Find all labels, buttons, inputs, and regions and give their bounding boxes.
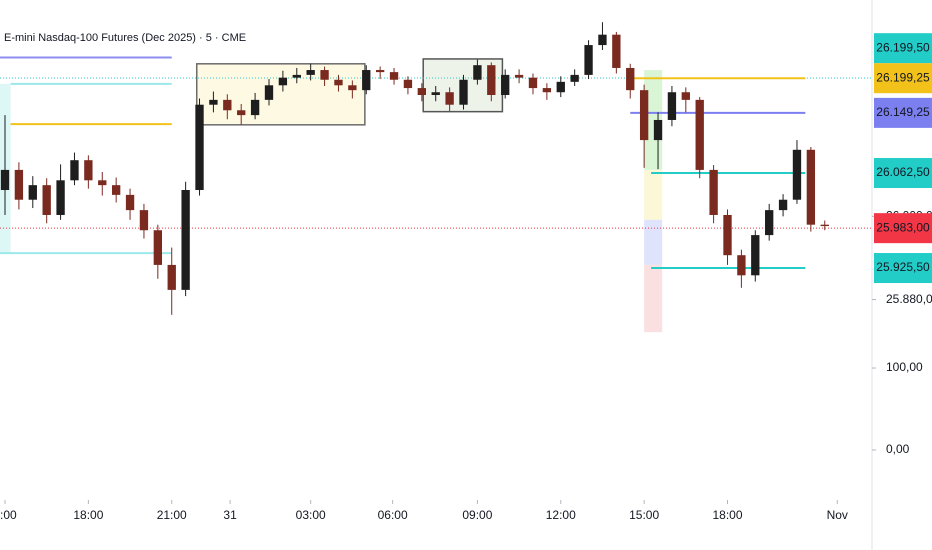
candle-body xyxy=(264,85,274,100)
price-badge xyxy=(874,97,932,128)
candle-body xyxy=(362,70,371,91)
candle-body xyxy=(389,72,399,80)
candle-body xyxy=(653,119,663,141)
candle-body xyxy=(209,99,218,105)
candle-body xyxy=(473,65,482,80)
y2-tick-label: 100,00 xyxy=(886,360,923,374)
candle-body xyxy=(278,77,288,86)
candle-body xyxy=(56,180,65,215)
x-tick-label: 12:00 xyxy=(546,508,576,522)
zone xyxy=(644,264,663,333)
y-tick-label: 25.880,00 xyxy=(886,292,932,306)
candle-body xyxy=(542,88,552,93)
candle-body xyxy=(459,79,468,105)
zone xyxy=(644,169,663,220)
x-tick-label: 06:00 xyxy=(378,508,408,522)
candle-body xyxy=(598,34,607,46)
candle-body xyxy=(570,74,579,82)
candle-body xyxy=(806,149,816,225)
x-tick-label: 18:00 xyxy=(712,508,742,522)
candle-body xyxy=(417,88,426,96)
x-tick-label: 18:00 xyxy=(73,508,103,522)
x-tick-label: 31 xyxy=(223,508,237,522)
candle-body xyxy=(667,92,677,120)
candle-body xyxy=(98,180,107,186)
candle-body xyxy=(111,185,121,195)
candle-body xyxy=(626,67,635,91)
x-tick-label: 03:00 xyxy=(296,508,326,522)
candle-body xyxy=(792,149,802,200)
candle-body xyxy=(751,235,760,276)
price-badge xyxy=(874,158,932,189)
candle-body xyxy=(737,255,746,276)
candle-body xyxy=(348,85,357,91)
candle-body xyxy=(514,74,524,78)
candle-body xyxy=(181,190,190,290)
candle-body xyxy=(765,210,774,236)
candle-body xyxy=(306,70,315,75)
candle-body xyxy=(14,169,24,200)
candle-body xyxy=(820,224,829,227)
candle-body xyxy=(292,74,301,78)
candle-body xyxy=(334,79,343,86)
candle-body xyxy=(487,65,496,96)
candle-body xyxy=(28,185,37,200)
x-tick-label: 15:00 xyxy=(629,508,659,522)
plot-area xyxy=(0,22,872,333)
price-badge xyxy=(874,63,932,94)
candle-body xyxy=(695,99,704,170)
candle-body xyxy=(195,104,204,191)
zone xyxy=(195,63,366,126)
candle-body xyxy=(403,79,413,89)
candle-body xyxy=(528,77,538,89)
candle-body xyxy=(431,92,440,96)
candle-body xyxy=(153,230,163,265)
price-badge-label: 26.199,50 xyxy=(876,40,930,54)
x-tick-label: Nov xyxy=(827,508,848,522)
candle-body xyxy=(445,92,454,105)
price-badge xyxy=(874,213,932,244)
candle-body xyxy=(250,99,260,116)
x-tick-label: 5:00 xyxy=(0,508,17,522)
price-badge-label: 25.983,00 xyxy=(876,220,930,234)
price-badge xyxy=(874,33,932,64)
candle-body xyxy=(125,194,135,211)
candle-body xyxy=(556,81,565,93)
chart-title: E-mini Nasdaq-100 Futures (Dec 2025) · 5… xyxy=(4,32,246,44)
candle-body xyxy=(709,169,718,215)
zone xyxy=(644,219,663,265)
candle-body xyxy=(0,169,10,191)
candle-body xyxy=(70,160,79,181)
price-badge-label: 26.149,25 xyxy=(876,105,930,119)
candle-body xyxy=(167,264,176,290)
candle-body xyxy=(139,210,149,231)
price-badge-label: 26.199,25 xyxy=(876,70,930,84)
candle-body xyxy=(639,90,649,141)
price-badge xyxy=(874,253,932,284)
candle-body xyxy=(723,214,732,256)
candle-body xyxy=(375,70,385,73)
candle-body xyxy=(42,185,51,215)
candle-body xyxy=(584,45,593,75)
candle-body xyxy=(223,99,232,111)
price-badge-label: 25.925,50 xyxy=(876,260,930,274)
candle-body xyxy=(84,160,93,181)
x-tick-label: 21:00 xyxy=(157,508,187,522)
candle-body xyxy=(501,74,510,96)
candle-body xyxy=(237,110,246,116)
candle-body xyxy=(681,92,690,100)
y2-tick-label: 0,00 xyxy=(886,442,910,456)
price-badge-label: 26.062,50 xyxy=(876,165,930,179)
x-tick-label: 09:00 xyxy=(462,508,492,522)
candle-body xyxy=(320,70,329,80)
candle-body xyxy=(612,34,621,68)
candle-body xyxy=(778,199,788,211)
